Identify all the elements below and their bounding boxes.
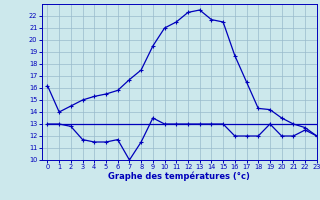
X-axis label: Graphe des températures (°c): Graphe des températures (°c) bbox=[108, 172, 250, 181]
